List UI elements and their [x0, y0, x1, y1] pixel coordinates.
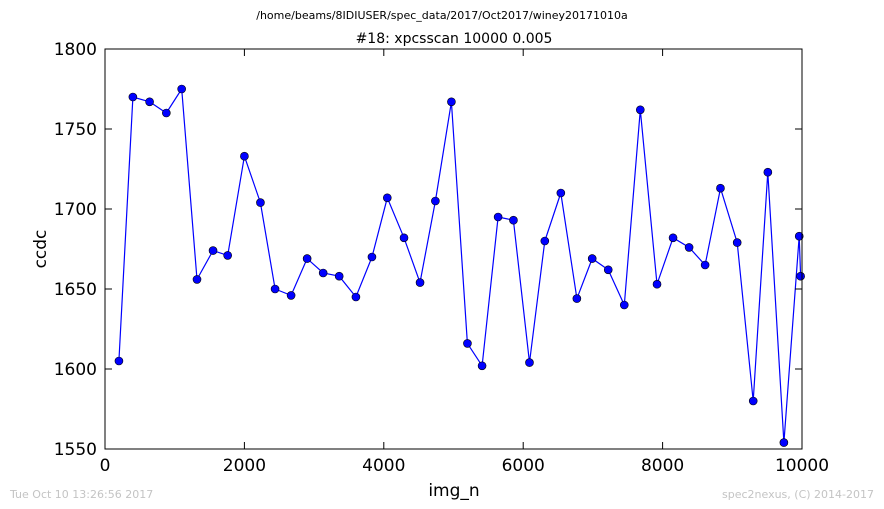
data-point [493, 212, 503, 222]
data-point [223, 251, 232, 260]
data-point [351, 292, 361, 302]
x-axis-label: img_n [428, 481, 479, 501]
x-tick-label: 2000 [223, 456, 266, 476]
data-point [447, 97, 456, 107]
data-point [367, 252, 377, 262]
y-tick-label: 1750 [54, 120, 97, 140]
x-tick-label: 10000 [775, 456, 829, 476]
y-tick-label: 1550 [54, 440, 97, 460]
y-axis-label: ccdc [31, 230, 51, 269]
x-tick-label: 0 [100, 456, 111, 476]
data-point [556, 188, 566, 198]
data-point [415, 278, 425, 287]
data-point [763, 167, 773, 177]
data-point [619, 300, 629, 310]
x-tick-label: 8000 [641, 456, 684, 476]
data-point [334, 271, 344, 281]
data-point [794, 231, 804, 241]
y-tick-label: 1600 [54, 360, 97, 380]
data-point [114, 356, 124, 366]
x-tick-label: 4000 [362, 456, 405, 476]
data-point [318, 268, 328, 278]
data-point [509, 215, 518, 225]
data-point [208, 246, 218, 255]
data-point [270, 284, 280, 294]
data-point [256, 198, 265, 207]
data-point [240, 151, 249, 161]
data-point [525, 358, 534, 367]
data-point [463, 339, 472, 348]
timestamp-text: Tue Oct 10 13:26:56 2017 [9, 488, 153, 501]
y-tick-label: 1700 [54, 200, 97, 220]
plot-series [114, 84, 805, 447]
data-point [477, 361, 487, 371]
series-line [118, 87, 802, 443]
data-point [302, 254, 312, 263]
figure-suptitle: /home/beams/8IDIUSER/spec_data/2017/Oct2… [256, 9, 628, 22]
plot-frame [104, 48, 803, 450]
data-point [572, 294, 582, 303]
data-point [716, 183, 725, 193]
data-point [732, 238, 742, 247]
y-tick-label: 1650 [54, 280, 97, 300]
x-tick-label: 6000 [502, 456, 545, 476]
data-point [700, 260, 710, 270]
data-point [162, 108, 171, 118]
y-tick-label: 1800 [54, 40, 97, 60]
credit-text: spec2nexus, (C) 2014-2017 [722, 488, 874, 501]
data-point [128, 92, 138, 102]
data-point [684, 243, 694, 252]
data-point [587, 254, 597, 263]
data-point [286, 291, 296, 300]
data-point [603, 265, 613, 275]
data-point [382, 193, 392, 203]
data-point [779, 438, 789, 447]
data-point [145, 97, 154, 107]
data-point [540, 236, 550, 246]
chart-title: #18: xpcsscan 10000 0.005 [356, 31, 553, 47]
data-point [668, 233, 678, 243]
data-point [399, 233, 409, 243]
axis-ticks: 0 2000 4000 6000 8000 10000 1550 1600 1650 1700 17… [54, 40, 829, 476]
data-point [652, 279, 662, 289]
data-point [177, 84, 186, 94]
data-point [796, 271, 805, 281]
data-point [748, 396, 758, 406]
data-point [431, 196, 440, 206]
data-point [192, 275, 202, 284]
data-point [635, 105, 645, 115]
